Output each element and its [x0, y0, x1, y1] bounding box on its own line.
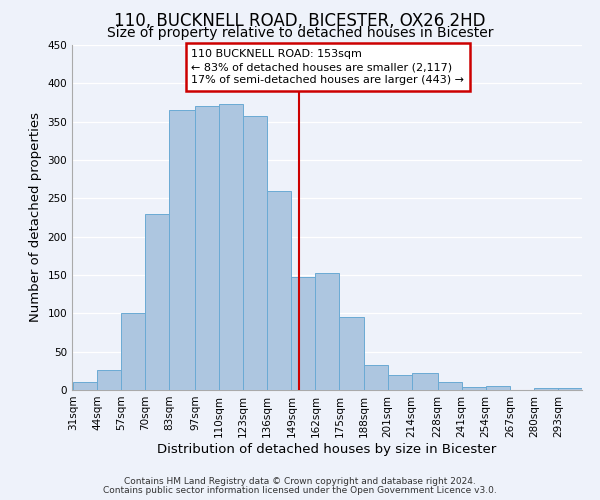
Bar [534, 388, 558, 390]
Bar [364, 366, 388, 390]
Text: 110 BUCKNELL ROAD: 153sqm
← 83% of detached houses are smaller (2,117)
17% of se: 110 BUCKNELL ROAD: 153sqm ← 83% of detac… [191, 49, 464, 85]
Bar [412, 373, 437, 390]
Bar [486, 386, 510, 390]
Bar [145, 214, 169, 390]
Bar [558, 388, 582, 390]
X-axis label: Distribution of detached houses by size in Bicester: Distribution of detached houses by size … [157, 442, 497, 456]
Bar [73, 382, 97, 390]
Bar [243, 116, 267, 390]
Bar [97, 370, 121, 390]
Bar [461, 387, 486, 390]
Y-axis label: Number of detached properties: Number of detached properties [29, 112, 42, 322]
Bar [316, 272, 340, 390]
Bar [121, 314, 145, 390]
Text: Size of property relative to detached houses in Bicester: Size of property relative to detached ho… [107, 26, 493, 40]
Text: 110, BUCKNELL ROAD, BICESTER, OX26 2HD: 110, BUCKNELL ROAD, BICESTER, OX26 2HD [114, 12, 486, 30]
Bar [292, 278, 316, 390]
Bar [340, 317, 364, 390]
Bar [195, 106, 219, 390]
Bar [437, 382, 461, 390]
Bar [169, 110, 195, 390]
Bar [219, 104, 243, 390]
Text: Contains HM Land Registry data © Crown copyright and database right 2024.: Contains HM Land Registry data © Crown c… [124, 477, 476, 486]
Bar [267, 190, 292, 390]
Text: Contains public sector information licensed under the Open Government Licence v3: Contains public sector information licen… [103, 486, 497, 495]
Bar [388, 374, 412, 390]
